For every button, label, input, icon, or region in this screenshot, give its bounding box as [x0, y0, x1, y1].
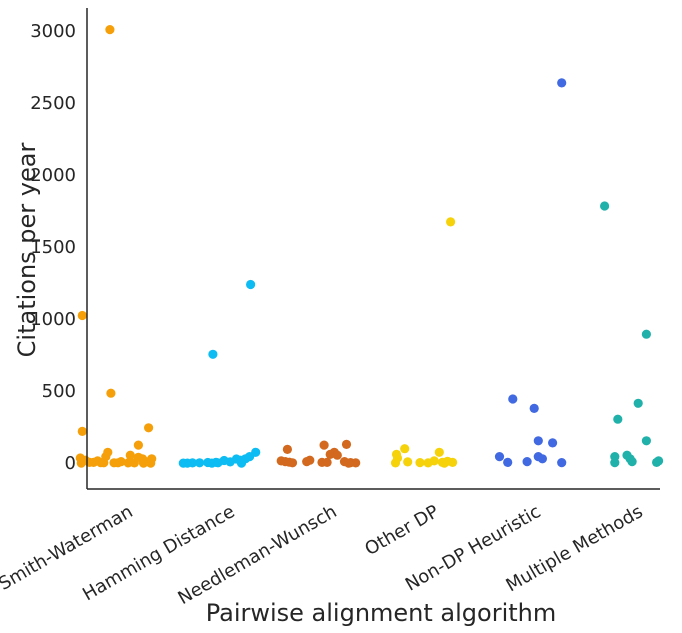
data-point	[283, 445, 292, 454]
y-tick-label: 3000	[30, 21, 76, 42]
data-point	[344, 459, 353, 468]
data-point	[440, 459, 449, 468]
data-point	[113, 458, 122, 467]
data-point	[320, 441, 329, 450]
data-point	[106, 389, 115, 398]
data-point	[208, 350, 217, 359]
data-point	[424, 458, 433, 467]
data-point	[634, 399, 643, 408]
y-axis-title: Citations per year	[13, 143, 41, 358]
data-point	[400, 444, 409, 453]
data-point	[642, 330, 651, 339]
data-point	[642, 436, 651, 445]
data-point	[503, 458, 512, 467]
data-point	[323, 458, 332, 467]
data-point	[288, 458, 297, 467]
data-point	[530, 404, 539, 413]
data-point	[134, 441, 143, 450]
data-point	[613, 415, 622, 424]
x-axis-title: Pairwise alignment algorithm	[206, 599, 557, 627]
data-point	[435, 448, 444, 457]
data-point	[130, 458, 139, 467]
data-point	[415, 458, 424, 467]
data-point	[77, 459, 86, 468]
data-point	[628, 457, 637, 466]
data-point	[557, 78, 566, 87]
data-point	[523, 457, 532, 466]
data-point	[78, 311, 87, 320]
data-point	[508, 394, 517, 403]
data-point	[246, 280, 255, 289]
data-point	[179, 459, 188, 468]
data-points	[76, 25, 664, 468]
data-point	[534, 436, 543, 445]
x-tick-label: Other DP	[361, 501, 442, 560]
data-point	[538, 454, 547, 463]
data-point	[391, 458, 400, 467]
data-point	[610, 458, 619, 467]
y-tick-label: 2500	[30, 93, 76, 114]
data-point	[446, 217, 455, 226]
data-point	[146, 459, 155, 468]
data-point	[78, 427, 87, 436]
data-point	[548, 438, 557, 447]
data-point	[207, 459, 216, 468]
data-point	[99, 458, 108, 467]
data-point	[144, 423, 153, 432]
data-point	[403, 457, 412, 466]
y-tick-label: 500	[42, 381, 76, 402]
data-point	[226, 457, 235, 466]
data-point	[448, 458, 457, 467]
data-point	[342, 440, 351, 449]
data-point	[237, 459, 246, 468]
data-point	[652, 458, 661, 467]
data-point	[333, 451, 342, 460]
data-point	[557, 458, 566, 467]
data-point	[495, 452, 504, 461]
data-point	[302, 457, 311, 466]
y-tick-label: 0	[65, 453, 76, 474]
data-point	[600, 201, 609, 210]
data-point	[105, 25, 114, 34]
